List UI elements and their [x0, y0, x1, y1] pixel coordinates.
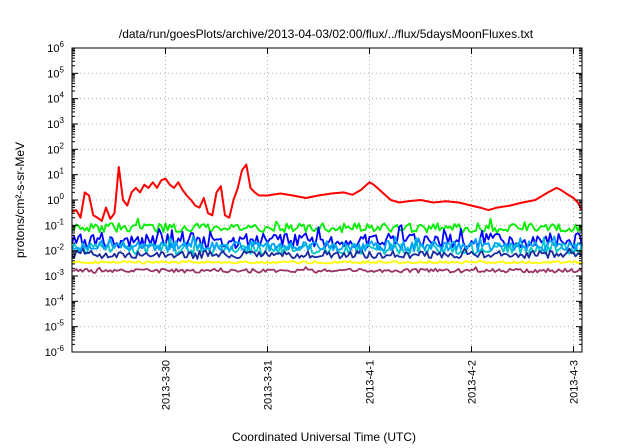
y-tick-label: 105 [47, 65, 64, 80]
chart-title: /data/run/goesPlots/archive/2013-04-03/0… [119, 27, 534, 41]
flux-series-line [71, 235, 583, 253]
flux-series-line [71, 246, 583, 260]
flux-series-line [71, 266, 583, 274]
y-tick-label: 10-1 [45, 217, 65, 232]
y-axis-label: protons/cm²-s-sr-MeV [13, 142, 27, 258]
y-tick-label: 103 [47, 116, 64, 131]
y-tick-label: 101 [47, 167, 64, 182]
series-layer [71, 163, 583, 274]
y-tick-label: 10-5 [45, 319, 65, 334]
x-axis-label: Coordinated Universal Time (UTC) [232, 430, 416, 444]
y-tick-label: 102 [47, 141, 64, 156]
y-axis: 10-6 10-5 10-4 10-3 10-2 10-1 100 101 102 103 104 1… [45, 40, 582, 359]
y-tick-label: 10-2 [45, 243, 65, 258]
y-tick-label: 106 [47, 40, 64, 55]
y-tick-label: 10-4 [45, 293, 65, 308]
grid [72, 48, 582, 352]
x-tick-label: 2013-4-3 [569, 360, 581, 404]
x-tick-label: 2013-3-30 [161, 360, 173, 410]
y-tick-label: 104 [47, 91, 64, 106]
y-tick-label: 10-3 [45, 268, 65, 283]
x-tick-label: 2013-4-2 [467, 360, 479, 404]
x-tick-label: 2013-3-31 [263, 360, 275, 410]
flux-series-line [71, 259, 583, 265]
x-tick-label: 2013-4-1 [365, 360, 377, 404]
flux-series-line [71, 163, 583, 222]
y-tick-label: 10-6 [45, 344, 65, 359]
flux-series-line [71, 217, 583, 234]
x-axis: 2013-3-30 2013-3-31 2013-4-1 2013-4-2 2013-4… [161, 48, 581, 410]
y-tick-label: 100 [47, 192, 64, 207]
